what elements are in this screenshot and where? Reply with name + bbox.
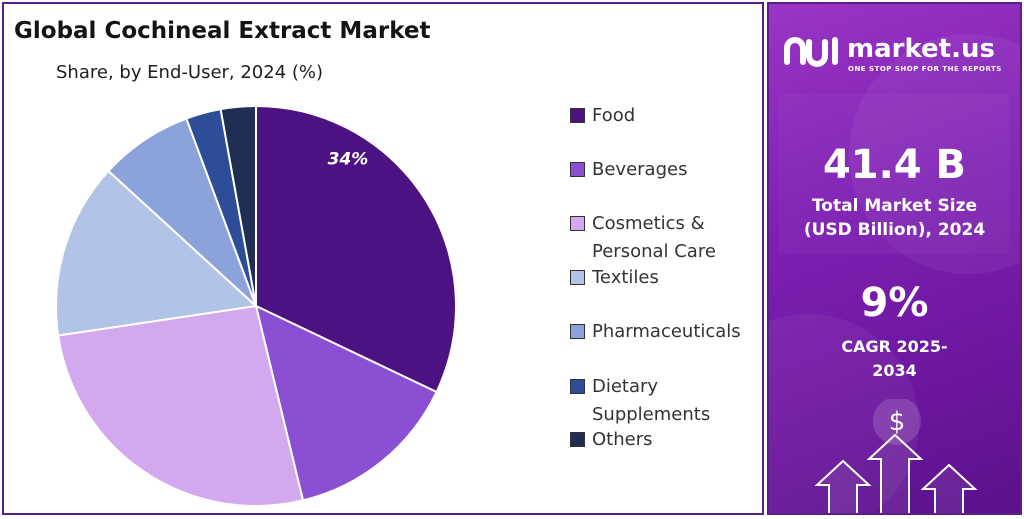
legend-swatch <box>570 270 585 285</box>
legend-item-textiles: Textiles <box>570 264 762 292</box>
legend-item-beverages: Beverages <box>570 156 762 184</box>
legend-swatch <box>570 379 585 394</box>
pie-slice-others <box>219 104 257 307</box>
legend-label: Food <box>592 105 636 126</box>
pie-slice-food <box>255 104 457 394</box>
summary-panel: market.us ONE STOP SHOP FOR THE REPORTS … <box>767 2 1022 515</box>
pie-slice-cosmetics <box>57 304 305 507</box>
legend-swatch <box>570 162 585 177</box>
chart-panel: Global Cochineal Extract Market Share, b… <box>2 2 764 515</box>
cagr-value: 9% <box>860 280 929 326</box>
legend-item-food: Food <box>570 102 762 130</box>
legend-swatch <box>570 108 585 123</box>
legend-swatch <box>570 324 585 339</box>
legend-swatch <box>570 432 585 447</box>
legend-item-cosmetics: Cosmetics & Personal Care <box>570 210 762 266</box>
dollar-icon: $ <box>889 407 906 437</box>
market-size-label: Total Market Size (USD Billion), 2024 <box>803 196 986 240</box>
chart-title: Global Cochineal Extract Market <box>14 18 431 44</box>
legend-swatch <box>570 216 585 231</box>
legend-item-others: Others <box>570 426 762 454</box>
pie-slice-textiles <box>55 169 259 337</box>
chart-subtitle: Share, by End-User, 2024 (%) <box>56 62 324 83</box>
legend-label: Others <box>592 429 653 450</box>
cagr-label: CAGR 2025-2034 <box>841 337 948 380</box>
brand-logo-icon <box>784 37 838 67</box>
legend-item-dietary-supplements: Dietary Supplements <box>570 373 762 429</box>
legend-label: Pharmaceuticals <box>592 321 741 342</box>
legend-label: Cosmetics & Personal Care <box>592 213 716 262</box>
pie-slice-pharmaceuticals <box>107 117 257 307</box>
pie-chart: 34% <box>55 104 457 507</box>
market-size-value: 41.4 B <box>822 142 967 188</box>
brand-name: market.us <box>847 34 995 64</box>
legend-label: Textiles <box>592 267 659 288</box>
brand-tagline: ONE STOP SHOP FOR THE REPORTS <box>848 65 1002 73</box>
growth-arrows-icon: $ <box>814 399 978 513</box>
pie-slice-beverages <box>254 304 438 502</box>
legend-label: Beverages <box>592 159 688 180</box>
pie-data-label-food: 34% <box>328 150 369 170</box>
legend-item-pharmaceuticals: Pharmaceuticals <box>570 318 762 346</box>
legend-label: Dietary Supplements <box>592 376 711 425</box>
